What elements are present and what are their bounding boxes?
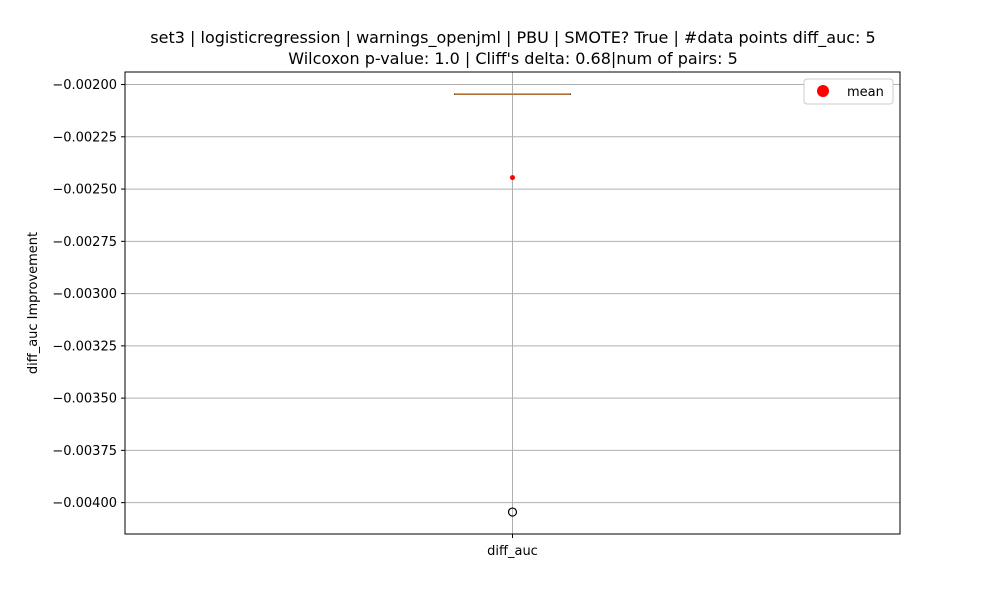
y-tick-label: −0.00225 [52, 130, 117, 145]
y-tick-label: −0.00200 [52, 78, 117, 93]
mean-point [510, 175, 515, 181]
y-tick-label: −0.00375 [52, 444, 117, 459]
box-layer [454, 93, 571, 517]
legend-frame [803, 78, 894, 105]
x-tick-layer: diff_auc [487, 534, 538, 559]
grid-layer [125, 72, 900, 534]
legend-mean-label: mean [847, 85, 884, 100]
y-tick-label: −0.00250 [52, 183, 117, 198]
plot-frame [124, 71, 901, 535]
y-tick-label: −0.00325 [52, 339, 117, 354]
y-tick-label: −0.00275 [52, 235, 117, 250]
legend-mean-marker [817, 85, 829, 97]
y-tick-label: −0.00400 [52, 496, 117, 511]
y-tick-label: −0.00350 [52, 392, 117, 407]
chart-title-line-2: Wilcoxon p-value: 1.0 | Cliff's delta: 0… [288, 49, 738, 68]
x-tick-label: diff_auc [487, 544, 538, 559]
y-axis-label: diff_auc Improvement [26, 232, 41, 374]
legend: mean [803, 78, 894, 105]
chart-title-line-1: set3 | logisticregression | warnings_ope… [150, 28, 875, 48]
outlier-point [507, 507, 518, 517]
y-tick-layer: −0.00200 −0.00225 −0.00250 −0.00275 −0.00300… [52, 78, 125, 511]
y-tick-label: −0.00300 [52, 287, 117, 302]
